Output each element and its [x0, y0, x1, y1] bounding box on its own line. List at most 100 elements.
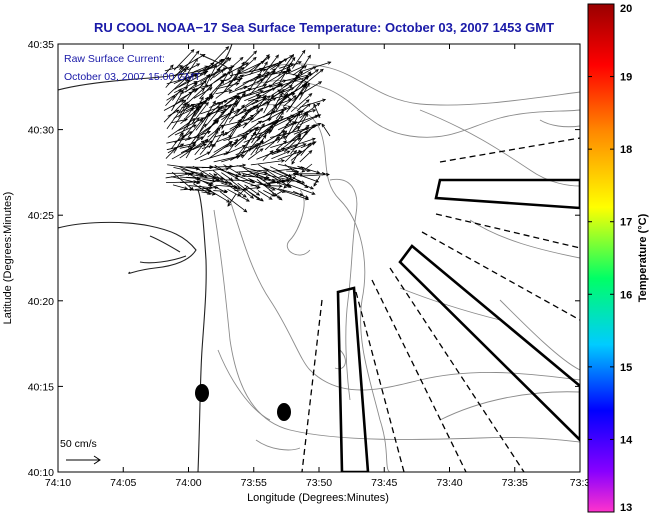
- y-tick-label: 40:20: [28, 296, 54, 308]
- current-vector: [248, 96, 267, 102]
- current-vector: [193, 87, 213, 99]
- current-vector-head: [241, 173, 246, 178]
- contour-line: [255, 439, 301, 451]
- current-vector: [199, 140, 212, 155]
- current-vector: [163, 99, 186, 123]
- current-time: October 03, 2007 15:00 GMT: [64, 71, 201, 83]
- current-vector: [272, 119, 292, 144]
- x-tick-label: 73:55: [241, 477, 267, 489]
- current-vector-head: [203, 123, 207, 128]
- current-vector: [200, 67, 227, 83]
- current-vector: [262, 54, 279, 77]
- current-vector-head: [304, 112, 308, 117]
- current-vector: [227, 139, 238, 154]
- coastline: [58, 44, 233, 472]
- current-vector: [290, 142, 315, 161]
- current-vector: [199, 84, 213, 100]
- current-vector-head: [327, 61, 332, 65]
- current-vector-head: [276, 63, 280, 68]
- current-vector-head: [233, 102, 237, 107]
- current-vector: [165, 95, 175, 106]
- current-vector-head: [200, 96, 204, 101]
- current-vector: [228, 85, 247, 94]
- current-vector-head: [244, 62, 250, 66]
- current-vector: [213, 141, 233, 153]
- current-vector: [167, 118, 195, 138]
- current-vector: [201, 119, 217, 141]
- current-vector: [243, 130, 272, 143]
- current-vector: [243, 120, 262, 135]
- colorbar-tick-label: 17: [620, 217, 632, 229]
- current-vector-head: [321, 123, 325, 128]
- current-vector: [195, 178, 213, 185]
- current-vector: [229, 68, 263, 77]
- current-vector-head: [191, 118, 196, 122]
- current-vector-head: [251, 180, 256, 184]
- current-vector: [172, 184, 188, 190]
- current-vector-head: [257, 73, 262, 78]
- current-vector: [195, 186, 218, 190]
- current-vector: [178, 72, 207, 88]
- current-vector: [268, 189, 281, 199]
- current-vector: [290, 131, 308, 155]
- current-vector-head: [279, 92, 283, 97]
- current-vector: [258, 164, 285, 183]
- current-vector: [249, 61, 268, 90]
- current-vector: [216, 57, 231, 71]
- current-vector: [277, 188, 303, 196]
- current-vector-head: [302, 143, 307, 147]
- current-vector: [244, 99, 259, 109]
- current-vector-head: [261, 123, 265, 128]
- current-vector-head: [183, 77, 188, 81]
- current-vector-head: [237, 172, 242, 176]
- current-vector-head: [169, 64, 174, 69]
- current-vector: [199, 113, 211, 133]
- current-vector: [165, 66, 184, 88]
- current-vector: [178, 50, 200, 76]
- current-vector-head: [259, 67, 264, 72]
- current-vector: [292, 176, 308, 188]
- current-vector-head: [295, 169, 300, 174]
- current-vector-head: [308, 93, 313, 97]
- current-vector-head: [250, 114, 255, 119]
- current-vector-head: [224, 189, 229, 194]
- current-vector: [180, 181, 201, 183]
- current-vector: [247, 148, 264, 160]
- current-vector: [184, 58, 198, 78]
- current-vector: [283, 135, 301, 153]
- current-vector: [295, 75, 311, 85]
- current-vector: [269, 180, 285, 184]
- current-vector: [188, 189, 211, 192]
- mooring-marker: [277, 403, 291, 421]
- current-vector-head: [189, 187, 194, 192]
- current-vector: [292, 50, 306, 69]
- boundary-dash: [389, 267, 525, 472]
- current-vector-head: [247, 108, 252, 113]
- current-vector-head: [270, 94, 274, 99]
- current-vector-head: [281, 70, 286, 75]
- current-vector-head: [210, 62, 215, 67]
- current-vector: [179, 140, 205, 159]
- current-vector-head: [173, 146, 178, 151]
- current-vector: [205, 105, 223, 126]
- contour-line: [399, 287, 501, 321]
- current-vector: [251, 110, 276, 123]
- current-vector: [165, 173, 191, 179]
- current-vector-head: [322, 98, 327, 102]
- current-vector: [275, 140, 287, 151]
- current-vector-head: [286, 68, 291, 73]
- current-vector-head: [313, 182, 317, 187]
- survey-polygons: [336, 178, 580, 472]
- current-vector: [194, 151, 211, 161]
- current-vector-head: [284, 92, 289, 97]
- current-vector-head: [282, 79, 287, 83]
- current-vector: [219, 191, 247, 213]
- current-vector-head: [273, 105, 277, 110]
- x-tick-label: 73:50: [306, 477, 332, 489]
- boundary-dash: [435, 213, 580, 249]
- current-vector-head: [249, 179, 254, 183]
- current-vector: [272, 99, 292, 107]
- current-vector-head: [243, 85, 248, 89]
- current-vector-head: [297, 61, 302, 65]
- current-vector-head: [241, 93, 246, 98]
